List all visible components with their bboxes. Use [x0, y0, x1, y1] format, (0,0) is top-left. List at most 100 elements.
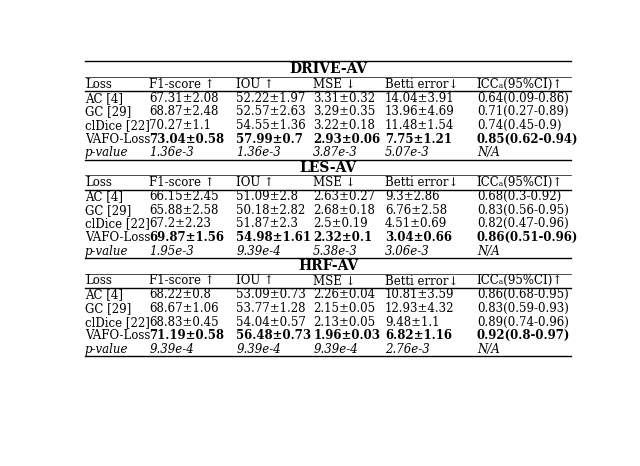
Text: 2.32±0.1: 2.32±0.1: [313, 231, 372, 244]
Text: 2.13±0.05: 2.13±0.05: [313, 315, 375, 329]
Text: 2.5±0.19: 2.5±0.19: [313, 217, 368, 230]
Text: 0.83(0.56-0.95): 0.83(0.56-0.95): [477, 204, 569, 217]
Text: 68.22±0.8: 68.22±0.8: [150, 288, 211, 302]
Text: 54.04±0.57: 54.04±0.57: [236, 315, 306, 329]
Text: 14.04±3.91: 14.04±3.91: [385, 92, 454, 105]
Text: VAFO-Loss: VAFO-Loss: [85, 329, 150, 343]
Text: 3.87e-3: 3.87e-3: [313, 146, 358, 159]
Text: F1-score ↑: F1-score ↑: [150, 78, 215, 91]
Text: 2.76e-3: 2.76e-3: [385, 343, 430, 356]
Text: 3.22±0.18: 3.22±0.18: [313, 119, 375, 132]
Text: p-value: p-value: [85, 146, 129, 159]
Text: 9.39e-4: 9.39e-4: [313, 343, 358, 356]
Text: 1.96±0.03: 1.96±0.03: [313, 329, 380, 343]
Text: 5.07e-3: 5.07e-3: [385, 146, 430, 159]
Text: VAFO-Loss: VAFO-Loss: [85, 133, 150, 146]
Text: 0.86(0.51-0.96): 0.86(0.51-0.96): [477, 231, 578, 244]
Text: 0.89(0.74-0.96): 0.89(0.74-0.96): [477, 315, 569, 329]
Text: 4.51±0.69: 4.51±0.69: [385, 217, 447, 230]
Text: 3.04±0.66: 3.04±0.66: [385, 231, 452, 244]
Text: F1-score ↑: F1-score ↑: [150, 274, 215, 288]
Text: 1.36e-3: 1.36e-3: [150, 146, 194, 159]
Text: MSE ↓: MSE ↓: [313, 78, 356, 91]
Text: 9.48±1.1: 9.48±1.1: [385, 315, 440, 329]
Text: 9.3±2.86: 9.3±2.86: [385, 190, 440, 203]
Text: 9.39e-4: 9.39e-4: [150, 343, 194, 356]
Text: N/A: N/A: [477, 245, 500, 258]
Text: 2.68±0.18: 2.68±0.18: [313, 204, 375, 217]
Text: IOU ↑: IOU ↑: [236, 176, 274, 189]
Text: 68.83±0.45: 68.83±0.45: [150, 315, 219, 329]
Text: Betti error↓: Betti error↓: [385, 176, 458, 189]
Text: AC [4]: AC [4]: [85, 288, 123, 302]
Text: 0.71(0.27-0.89): 0.71(0.27-0.89): [477, 105, 568, 118]
Text: Betti error↓: Betti error↓: [385, 274, 458, 288]
Text: 0.74(0.45-0.9): 0.74(0.45-0.9): [477, 119, 561, 132]
Text: GC [29]: GC [29]: [85, 204, 131, 217]
Text: ICCₐ(95%CI)↑: ICCₐ(95%CI)↑: [477, 274, 563, 288]
Text: 52.57±2.63: 52.57±2.63: [236, 105, 306, 118]
Text: 9.39e-4: 9.39e-4: [236, 245, 281, 258]
Text: IOU ↑: IOU ↑: [236, 78, 274, 91]
Text: IOU ↑: IOU ↑: [236, 274, 274, 288]
Text: 1.95e-3: 1.95e-3: [150, 245, 194, 258]
Text: 2.93±0.06: 2.93±0.06: [313, 133, 380, 146]
Text: 6.82±1.16: 6.82±1.16: [385, 329, 452, 343]
Text: ICCₐ(95%CI)↑: ICCₐ(95%CI)↑: [477, 78, 563, 91]
Text: 56.48±0.73: 56.48±0.73: [236, 329, 312, 343]
Text: p-value: p-value: [85, 343, 129, 356]
Text: 0.82(0.47-0.96): 0.82(0.47-0.96): [477, 217, 568, 230]
Text: 6.76±2.58: 6.76±2.58: [385, 204, 447, 217]
Text: N/A: N/A: [477, 146, 500, 159]
Text: 0.83(0.59-0.93): 0.83(0.59-0.93): [477, 302, 569, 315]
Text: 10.81±3.59: 10.81±3.59: [385, 288, 454, 302]
Text: 9.39e-4: 9.39e-4: [236, 343, 281, 356]
Text: 7.75±1.21: 7.75±1.21: [385, 133, 452, 146]
Text: 0.64(0.09-0.86): 0.64(0.09-0.86): [477, 92, 569, 105]
Text: GC [29]: GC [29]: [85, 302, 131, 315]
Text: LES-AV: LES-AV: [300, 160, 356, 174]
Text: 12.93±4.32: 12.93±4.32: [385, 302, 454, 315]
Text: 13.96±4.69: 13.96±4.69: [385, 105, 455, 118]
Text: N/A: N/A: [477, 343, 500, 356]
Text: 57.99±0.7: 57.99±0.7: [236, 133, 303, 146]
Text: GC [29]: GC [29]: [85, 105, 131, 118]
Text: 50.18±2.82: 50.18±2.82: [236, 204, 305, 217]
Text: 68.87±2.48: 68.87±2.48: [150, 105, 219, 118]
Text: VAFO-Loss: VAFO-Loss: [85, 231, 150, 244]
Text: AC [4]: AC [4]: [85, 190, 123, 203]
Text: 3.31±0.32: 3.31±0.32: [313, 92, 375, 105]
Text: 53.09±0.73: 53.09±0.73: [236, 288, 306, 302]
Text: Loss: Loss: [85, 274, 112, 288]
Text: AC [4]: AC [4]: [85, 92, 123, 105]
Text: p-value: p-value: [85, 245, 129, 258]
Text: 53.77±1.28: 53.77±1.28: [236, 302, 306, 315]
Text: MSE ↓: MSE ↓: [313, 176, 356, 189]
Text: 0.68(0.3-0.92): 0.68(0.3-0.92): [477, 190, 561, 203]
Text: 0.92(0.8-0.97): 0.92(0.8-0.97): [477, 329, 570, 343]
Text: 70.27±1.1: 70.27±1.1: [150, 119, 211, 132]
Text: HRF-AV: HRF-AV: [298, 259, 358, 273]
Text: 54.55±1.36: 54.55±1.36: [236, 119, 306, 132]
Text: 11.48±1.54: 11.48±1.54: [385, 119, 454, 132]
Text: 52.22±1.97: 52.22±1.97: [236, 92, 306, 105]
Text: 67.31±2.08: 67.31±2.08: [150, 92, 219, 105]
Text: clDice [22]: clDice [22]: [85, 315, 150, 329]
Text: Loss: Loss: [85, 176, 112, 189]
Text: DRIVE-AV: DRIVE-AV: [289, 62, 367, 76]
Text: Betti error↓: Betti error↓: [385, 78, 458, 91]
Text: 2.63±0.27: 2.63±0.27: [313, 190, 375, 203]
Text: 2.15±0.05: 2.15±0.05: [313, 302, 375, 315]
Text: ICCₐ(95%CI)↑: ICCₐ(95%CI)↑: [477, 176, 563, 189]
Text: 2.26±0.04: 2.26±0.04: [313, 288, 375, 302]
Text: 69.87±1.56: 69.87±1.56: [150, 231, 225, 244]
Text: MSE ↓: MSE ↓: [313, 274, 356, 288]
Text: 51.09±2.8: 51.09±2.8: [236, 190, 298, 203]
Text: 51.87±2.3: 51.87±2.3: [236, 217, 298, 230]
Text: 54.98±1.61: 54.98±1.61: [236, 231, 311, 244]
Text: 65.88±2.58: 65.88±2.58: [150, 204, 219, 217]
Text: 5.38e-3: 5.38e-3: [313, 245, 358, 258]
Text: 66.15±2.45: 66.15±2.45: [150, 190, 219, 203]
Text: 3.06e-3: 3.06e-3: [385, 245, 430, 258]
Text: 3.29±0.35: 3.29±0.35: [313, 105, 376, 118]
